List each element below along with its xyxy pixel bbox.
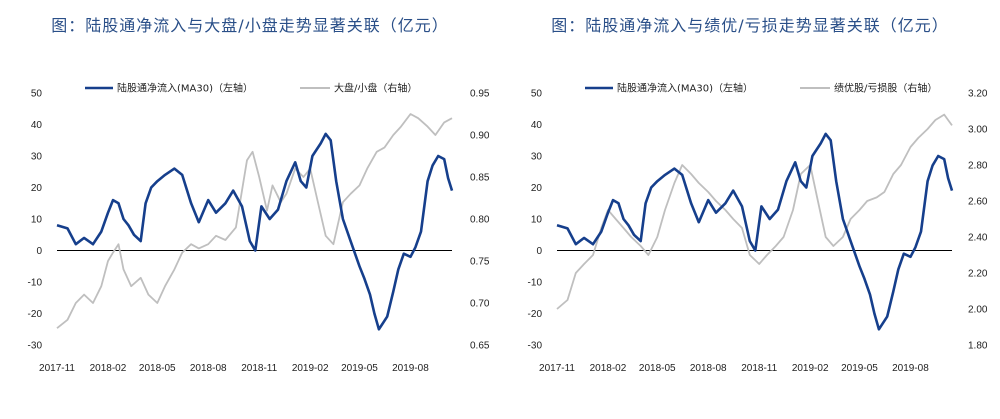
x-tick-label-right: 2018-08 (690, 363, 727, 374)
x-tick-label-right: 2019-05 (841, 363, 878, 374)
chart-svg-left: -30 -20 -10 0 10 20 30 40 50 0.65 0.70 0.75 0.80 0.85… (28, 82, 490, 375)
y-right-tick-label-right: 2.40 (968, 233, 988, 244)
x-tick-label-left: 2019-05 (341, 363, 378, 374)
y-left-tick-label-right: 10 (531, 215, 543, 226)
y-left-tick-label-left: -30 (28, 341, 43, 352)
y-left-tick-label-right: -10 (528, 278, 543, 289)
x-tick-label-right: 2018-11 (741, 363, 777, 374)
y-right-tick-label-left: 0.80 (470, 215, 490, 226)
y-right-tick-label-right: 2.00 (968, 305, 988, 316)
x-tick-label-left: 2019-08 (392, 363, 429, 374)
y-left-tick-label-right: 20 (531, 183, 543, 194)
y-right-tick-label-left: 0.75 (470, 257, 490, 268)
y-left-tick-label-right: 40 (531, 120, 543, 131)
y-left-tick-label-left: 20 (31, 183, 43, 194)
x-tick-label-left: 2018-05 (139, 363, 176, 374)
x-tick-label-right: 2017-11 (539, 363, 575, 374)
y-right-tick-label-right: 3.20 (968, 89, 988, 100)
y-left-tick-label-left: 0 (36, 246, 42, 257)
y-right-tick-label-right: 3.00 (968, 125, 988, 136)
y-left-tick-label-right: 50 (531, 89, 543, 100)
y-right-tick-label-left: 0.65 (470, 341, 490, 352)
chart-title-right: 图：陆股通净流入与绩优/亏损走势显著关联（亿元） (551, 16, 949, 35)
y-left-tick-label-left: 30 (31, 152, 43, 163)
chart-svg-right: -30 -20 -10 0 10 20 30 40 50 1.80 2.00 2.20 2.40 2.60… (528, 82, 988, 375)
y-left-tick-label-right: -30 (528, 341, 543, 352)
x-tick-label-left: 2019-02 (292, 363, 329, 374)
legend-label-0-right: 陆股通净流入(MA30)（左轴） (617, 82, 753, 95)
legend-label-1-left: 大盘/小盘（右轴） (334, 82, 417, 95)
x-tick-label-left: 2018-08 (190, 363, 227, 374)
x-tick-label-right: 2018-02 (590, 363, 627, 374)
y-left-tick-label-right: 30 (531, 152, 543, 163)
x-tick-label-right: 2019-02 (792, 363, 829, 374)
chart-panel-right: 图：陆股通净流入与绩优/亏损走势显著关联（亿元） -30 -20 -10 0 10 20 3… (500, 0, 1000, 419)
y-right-tick-label-left: 0.95 (470, 89, 490, 100)
x-tick-label-left: 2018-02 (90, 363, 127, 374)
y-left-tick-label-left: -10 (28, 278, 43, 289)
x-tick-label-left: 2018-11 (241, 363, 277, 374)
x-tick-label-right: 2019-08 (892, 363, 929, 374)
series-line-northbound-right (556, 132, 954, 331)
series-line-northbound-left (56, 132, 454, 331)
y-right-tick-label-right: 1.80 (968, 341, 988, 352)
y-left-tick-label-left: 10 (31, 215, 43, 226)
series-line-ratio-right (556, 113, 953, 310)
y-right-tick-label-right: 2.20 (968, 269, 988, 280)
chart-panel-left: 图：陆股通净流入与大盘/小盘走势显著关联（亿元） -30 -20 -10 0 10 20 3… (28, 16, 490, 375)
x-tick-label-right: 2018-05 (639, 363, 676, 374)
series-line-ratio-left (56, 113, 453, 329)
y-left-tick-label-left: 40 (31, 120, 43, 131)
chart-title-left: 图：陆股通净流入与大盘/小盘走势显著关联（亿元） (51, 16, 449, 35)
y-right-tick-label-right: 2.80 (968, 161, 988, 172)
legend-label-1-right: 绩优股/亏损股（右轴） (834, 82, 937, 95)
y-left-tick-label-left: -20 (28, 309, 43, 320)
legend-label-0-left: 陆股通净流入(MA30)（左轴） (117, 82, 253, 95)
y-left-tick-label-left: 50 (31, 89, 43, 100)
y-right-tick-label-right: 2.60 (968, 197, 988, 208)
y-right-tick-label-left: 0.85 (470, 173, 490, 184)
x-tick-label-left: 2017-11 (39, 363, 75, 374)
y-left-tick-label-right: 0 (536, 246, 542, 257)
y-left-tick-label-right: -20 (528, 309, 543, 320)
y-right-tick-label-left: 0.90 (470, 131, 490, 142)
y-right-tick-label-left: 0.70 (470, 299, 490, 310)
